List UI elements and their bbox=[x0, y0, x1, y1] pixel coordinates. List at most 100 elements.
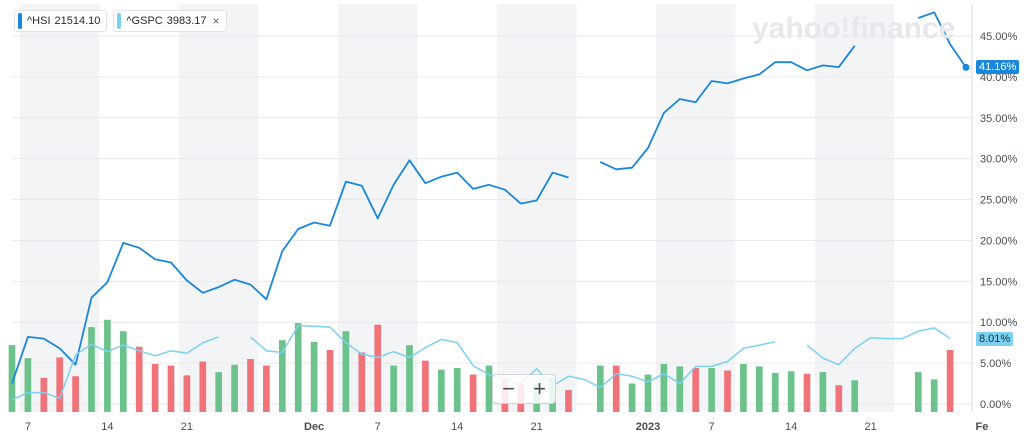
y-tick-label: 0.00% bbox=[980, 399, 1011, 411]
hsi-last-value-badge: 41.16% bbox=[976, 60, 1020, 74]
legend-symbol: ^HSI bbox=[27, 15, 51, 27]
volume-bar bbox=[755, 366, 763, 412]
volume-bar bbox=[151, 363, 159, 412]
volume-bar bbox=[326, 350, 334, 412]
x-tick-label: 7 bbox=[25, 421, 31, 433]
volume-bar bbox=[104, 319, 111, 412]
volume-bar bbox=[167, 365, 175, 412]
volume-bar bbox=[787, 371, 795, 412]
volume-bar bbox=[342, 331, 350, 412]
zoom-in-button[interactable]: + bbox=[533, 376, 546, 401]
x-tick-label: 21 bbox=[531, 421, 543, 433]
series-line-gspc bbox=[806, 327, 951, 366]
series-line-hsi bbox=[11, 159, 569, 384]
y-tick-label: 15.00% bbox=[980, 276, 1018, 288]
volume-bar bbox=[278, 340, 286, 412]
week-band bbox=[814, 4, 895, 412]
volume-bar bbox=[819, 372, 827, 412]
legend-value: 3983.17 bbox=[166, 15, 207, 27]
legend: ^HSI 21514.10 ^GSPC 3983.17 × bbox=[14, 10, 227, 32]
volume-bar bbox=[199, 361, 207, 412]
volume-bar bbox=[437, 369, 445, 412]
volume-bar bbox=[946, 350, 954, 412]
volume-bar bbox=[803, 373, 811, 412]
zoom-controls: − + bbox=[492, 374, 556, 404]
x-axis: 7 14 21 Dec 7 14 21 2023 7 14 21 Fe bbox=[25, 421, 988, 433]
volume-bar bbox=[231, 364, 238, 412]
volume-bar bbox=[406, 345, 413, 412]
volume-bar bbox=[724, 370, 731, 412]
volume-bar bbox=[628, 383, 636, 412]
volume-bar bbox=[612, 365, 620, 412]
y-tick-label: 5.00% bbox=[980, 358, 1011, 370]
x-tick-label: 2023 bbox=[636, 421, 660, 433]
close-icon[interactable]: × bbox=[212, 14, 220, 28]
x-tick-label: 21 bbox=[181, 421, 193, 433]
grid-lines bbox=[12, 4, 973, 412]
y-tick-label: 10.00% bbox=[980, 317, 1018, 329]
y-axis: 0.00% 5.00% 10.00% 15.00% 20.00% 25.00% 30.00%… bbox=[980, 31, 1018, 411]
legend-symbol: ^GSPC bbox=[126, 15, 163, 27]
volume-bar bbox=[835, 385, 843, 412]
volume-bar bbox=[851, 380, 859, 412]
week-band bbox=[19, 4, 100, 412]
legend-chip-hsi[interactable]: ^HSI 21514.10 bbox=[14, 10, 108, 32]
volume-bar bbox=[8, 345, 16, 412]
y-tick-label: 35.00% bbox=[980, 113, 1018, 125]
volume-bar bbox=[708, 368, 715, 412]
volume-bars bbox=[8, 319, 954, 412]
gspc-color-swatch bbox=[117, 13, 122, 29]
y-tick-label: 20.00% bbox=[980, 235, 1018, 247]
volume-bar bbox=[422, 360, 429, 412]
volume-bar bbox=[453, 368, 461, 412]
series-lines bbox=[11, 11, 970, 401]
volume-bar bbox=[692, 368, 700, 412]
volume-bar bbox=[771, 372, 779, 412]
volume-bar bbox=[565, 390, 572, 412]
weekend-bands bbox=[19, 4, 895, 412]
x-tick-label: 14 bbox=[101, 421, 113, 433]
hsi-last-point bbox=[962, 63, 970, 71]
volume-bar bbox=[183, 375, 191, 412]
volume-bar bbox=[263, 365, 270, 412]
x-tick-label: Dec bbox=[304, 421, 324, 433]
x-tick-label: 7 bbox=[709, 421, 715, 433]
y-tick-label: 30.00% bbox=[980, 154, 1018, 166]
volume-bar bbox=[119, 331, 127, 412]
y-tick-label: 25.00% bbox=[980, 195, 1018, 207]
x-tick-label: 7 bbox=[375, 421, 381, 433]
volume-bar bbox=[310, 341, 318, 412]
x-tick-label: 21 bbox=[864, 421, 876, 433]
volume-bar bbox=[930, 379, 938, 412]
zoom-out-button[interactable]: − bbox=[502, 376, 515, 401]
volume-bar bbox=[88, 327, 95, 412]
volume-bar bbox=[914, 372, 922, 412]
volume-bar bbox=[676, 366, 684, 412]
volume-bar bbox=[358, 352, 366, 412]
volume-bar bbox=[24, 358, 32, 412]
volume-bar bbox=[294, 323, 302, 412]
series-line-hsi bbox=[917, 11, 967, 68]
volume-bar bbox=[72, 376, 79, 412]
volume-bar bbox=[644, 374, 652, 412]
legend-chip-gspc[interactable]: ^GSPC 3983.17 × bbox=[113, 10, 227, 32]
yahoo-finance-logo: yahoo!finance bbox=[752, 12, 956, 45]
legend-value: 21514.10 bbox=[54, 15, 101, 27]
x-tick-label: Fe bbox=[975, 421, 988, 433]
volume-bar bbox=[247, 359, 254, 412]
volume-bar bbox=[56, 357, 64, 412]
y-tick-label: 45.00% bbox=[980, 31, 1018, 43]
week-band bbox=[496, 4, 577, 412]
volume-bar bbox=[390, 365, 397, 412]
series-line-hsi bbox=[599, 45, 856, 171]
volume-bar bbox=[469, 374, 477, 412]
volume-bar bbox=[135, 346, 143, 412]
hsi-color-swatch bbox=[18, 13, 22, 29]
volume-bar bbox=[660, 363, 668, 412]
series-line-gspc bbox=[11, 336, 219, 401]
week-band bbox=[178, 4, 259, 412]
x-tick-label: 14 bbox=[451, 421, 463, 433]
volume-bar bbox=[485, 365, 493, 412]
volume-bar bbox=[740, 363, 747, 412]
